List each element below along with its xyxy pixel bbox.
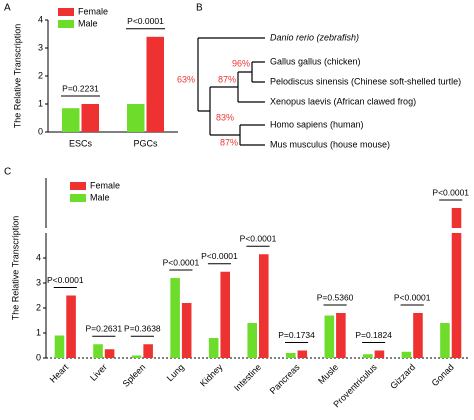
leaf-label: Homo sapiens (human) (270, 119, 364, 129)
bar (297, 350, 308, 358)
p-value: P<0.0001 (240, 234, 277, 244)
x-tick-label: Heart (48, 362, 71, 385)
y-tick-label: 0 (36, 352, 41, 362)
x-tick-label: Pancreas (268, 362, 302, 396)
y-tick-label: 0 (38, 126, 43, 136)
y-tick-label: 1 (38, 98, 43, 108)
panel-label: B (196, 3, 203, 14)
support-label: 96% (232, 58, 250, 68)
bar (451, 208, 462, 358)
p-value: P<0.0001 (163, 257, 200, 267)
x-tick-label: Musle (316, 362, 340, 386)
legend-swatch (58, 8, 74, 16)
x-tick-label: Spleen (121, 362, 148, 389)
bar (247, 323, 257, 358)
p-value: P=0.1734 (278, 330, 315, 340)
leaf-label: Danio rerio (zebrafish) (270, 32, 359, 42)
y-tick-label: 4 (38, 14, 43, 24)
bar (324, 315, 335, 358)
p-value: P=0.3638 (124, 324, 161, 334)
x-tick-label: Intestine (232, 362, 263, 393)
tree-branches (197, 37, 265, 146)
bar (440, 323, 450, 358)
x-tick-label: ESCs (69, 138, 93, 148)
bar (143, 344, 153, 358)
bar (181, 303, 192, 358)
bar (93, 344, 103, 358)
p-value: P<0.0001 (47, 275, 84, 285)
axis-break (437, 228, 465, 233)
p-value: P=0.5360 (317, 292, 354, 302)
legend-swatch (70, 182, 86, 190)
panel-label: C (4, 167, 11, 178)
bar (62, 108, 80, 132)
p-value: P<0.0001 (432, 187, 469, 197)
x-tick-label: Lung (165, 362, 186, 383)
bar (66, 295, 76, 358)
y-tick-label: 2 (36, 302, 41, 312)
tree: Danio rerio (zebrafish) Gallus gallus (c… (177, 32, 461, 149)
legend-swatch (70, 194, 86, 202)
p-value: P=0.2631 (85, 324, 122, 334)
bar (363, 354, 373, 358)
leaf-label: Mus musculus (house mouse) (270, 139, 390, 149)
leaf-label: Pelodiscus sinensis (Chinese soft-shelle… (270, 76, 461, 86)
support-label: 83% (216, 112, 234, 122)
legend-swatch (58, 20, 74, 28)
support-label: 63% (177, 74, 195, 84)
x-tick-label: Gizzard (388, 362, 417, 391)
bar (146, 36, 164, 132)
y-axis-label: The Relative Transcription (10, 216, 20, 321)
x-tick-label: PGCs (133, 138, 158, 148)
y-axis-label: The Relative Transcription (12, 24, 22, 129)
legend-label: Female (90, 180, 120, 190)
bar (54, 335, 65, 358)
p-value: P<0.0001 (394, 292, 431, 302)
p-value: P=0.2231 (62, 83, 99, 93)
bar (81, 104, 99, 132)
bar (131, 355, 142, 358)
bar (104, 349, 115, 358)
bar (413, 313, 423, 358)
bar (208, 338, 219, 358)
p-value: P<0.0001 (127, 16, 164, 26)
legend-label: Male (90, 192, 110, 202)
bar (170, 278, 180, 358)
support-label: 87% (218, 74, 236, 84)
legend-label: Male (78, 18, 98, 28)
bar (127, 104, 145, 132)
leaf-label: Gallus gallus (chicken) (270, 56, 361, 66)
panel-label: A (4, 3, 11, 14)
y-tick-label: 2 (38, 70, 43, 80)
x-tick-label: Kidney (198, 362, 225, 389)
x-tick-label: Gonad (430, 362, 456, 388)
y-tick-label: 1 (36, 327, 41, 337)
leaf-label: Xenopus laevis (African clawed frog) (270, 96, 416, 106)
bar (374, 350, 385, 358)
y-tick-label: 3 (38, 42, 43, 52)
bar (401, 351, 412, 358)
x-tick-label: Liver (88, 362, 109, 383)
y-tick-label: 4 (36, 252, 41, 262)
bar (220, 271, 231, 358)
p-value: P<0.0001 (201, 251, 238, 261)
y-tick-label: 3 (36, 277, 41, 287)
legend-label: Female (78, 6, 108, 16)
p-value: P=0.1824 (355, 330, 392, 340)
bar (285, 353, 296, 358)
axis-break (42, 228, 50, 233)
bar (259, 254, 269, 358)
support-label: 87% (220, 137, 238, 147)
bar (336, 313, 346, 358)
